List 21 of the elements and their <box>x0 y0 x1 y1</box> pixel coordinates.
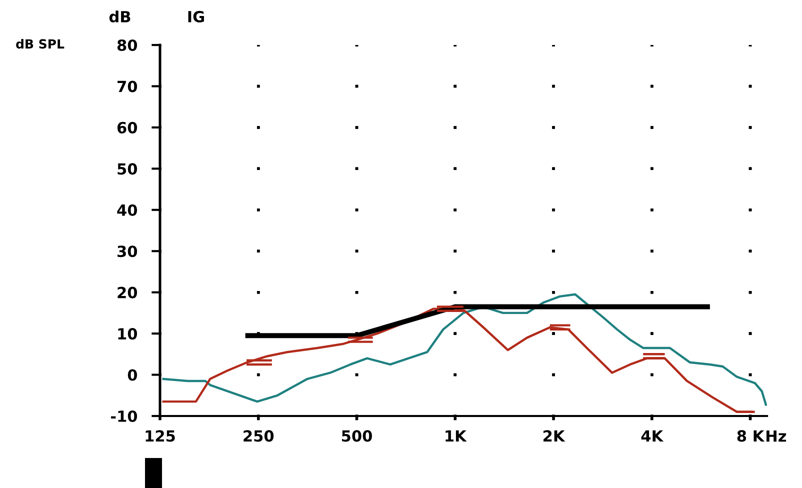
y-tick-label: 0 <box>128 369 138 381</box>
text: IG <box>188 10 204 22</box>
y-tick-label: 60 <box>117 122 138 134</box>
x-tick-label: 250 <box>244 430 274 442</box>
x-tick-label: 4K <box>641 430 664 442</box>
x-axis-title: Hz <box>766 430 786 442</box>
x-tick-label: 125 <box>146 430 175 442</box>
y-tick-label: 40 <box>117 204 138 216</box>
x-tick-label: 2K <box>543 430 566 442</box>
y-tick-label: 50 <box>118 163 138 175</box>
y-tick-label: 20 <box>118 286 138 298</box>
text: dB <box>109 10 130 22</box>
y-tick-label: 30 <box>118 246 138 258</box>
y-tick-label: 70 <box>118 80 138 92</box>
y-axis-title: dB SPL <box>16 38 64 49</box>
y-tick-label: -10 <box>111 410 138 422</box>
x-tick-label: 8 K <box>737 430 765 442</box>
y-tick-label: 10 <box>118 328 138 340</box>
y-tick-label: 80 <box>117 39 138 52</box>
x-tick-label: 1K <box>446 430 467 442</box>
x-tick-label: 500 <box>342 430 372 442</box>
